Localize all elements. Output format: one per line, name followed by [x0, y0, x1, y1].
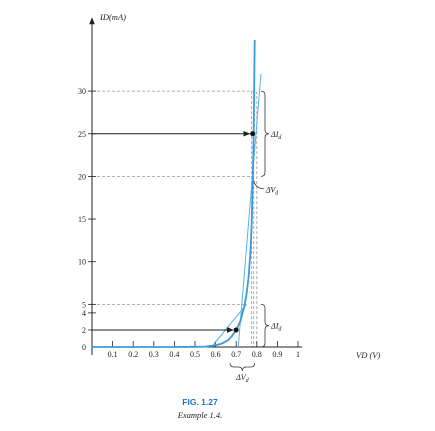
- x-tick-label: 0.8: [252, 350, 262, 359]
- y-tick-label: 15: [78, 215, 86, 224]
- delta-vd-pointer-upper: [253, 180, 264, 190]
- delta-id-subscript: d: [278, 327, 282, 333]
- delta-vd-brace-lower: [229, 362, 256, 372]
- operating-point: [233, 327, 239, 333]
- delta-id-brace-upper: [260, 90, 270, 177]
- delta-vd-label-upper: ΔVd: [265, 186, 280, 197]
- y-axis-title: ID(mA): [99, 12, 126, 22]
- delta-id-subscript: d: [278, 135, 282, 141]
- y-tick-label: 2: [82, 326, 86, 335]
- y-tick-label: 30: [78, 87, 86, 96]
- delta-vd-subscript: d: [275, 191, 279, 197]
- x-tick-label: 1: [296, 350, 300, 359]
- figure-caption: Example 1.4.: [177, 410, 223, 420]
- x-tick-label: 0.7: [231, 350, 241, 359]
- y-tick-label: 5: [82, 300, 86, 309]
- x-tick-label: 0.2: [128, 350, 138, 359]
- delta-id-label-lower: ΔId: [270, 322, 282, 333]
- x-tick-label: 0.6: [211, 350, 221, 359]
- tangent-line: [237, 73, 262, 348]
- tangent-line: [211, 304, 247, 348]
- diode-curve: [92, 39, 256, 348]
- y-tick-label: 4: [82, 309, 86, 318]
- x-tick-label: 0.9: [272, 350, 282, 359]
- delta-id-label-upper: ΔId: [270, 130, 282, 141]
- x-tick-label: 0.1: [108, 350, 118, 359]
- figure-number: FIG. 1.27: [182, 397, 218, 407]
- y-tick-label: 20: [78, 172, 86, 181]
- operating-point: [250, 131, 256, 137]
- x-tick-label: 0.4: [169, 350, 179, 359]
- y-tick-label: 25: [78, 130, 86, 139]
- delta-id-brace-lower: [260, 303, 270, 348]
- delta-vd-subscript: d: [246, 378, 250, 384]
- y-tick-label: 0: [82, 343, 86, 352]
- x-tick-label: 0.5: [190, 350, 200, 359]
- y-tick-label: 10: [78, 258, 86, 267]
- delta-vd-label-lower: ΔVd: [235, 373, 250, 384]
- x-axis-title: VD (V): [356, 350, 380, 360]
- x-tick-label: 0.3: [149, 350, 159, 359]
